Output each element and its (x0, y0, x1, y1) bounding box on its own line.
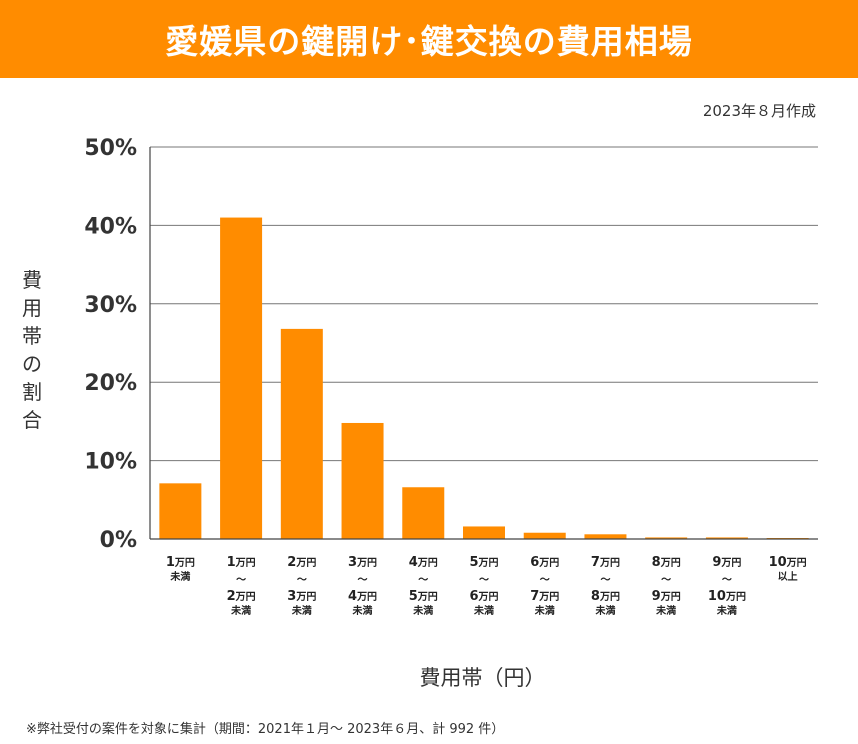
bar (584, 534, 627, 539)
x-tick-separator: ～ (722, 575, 732, 586)
y-axis-title-char: 割 (22, 380, 42, 404)
bar (402, 487, 445, 539)
x-tick-label: 4万円 (409, 555, 438, 570)
x-tick-label: 3万円 (348, 555, 377, 570)
x-tick-suffix: 未満 (473, 604, 494, 617)
x-tick-label: 4万円 (348, 589, 377, 604)
x-tick-separator: ～ (236, 575, 246, 586)
x-tick-suffix: 未満 (534, 604, 555, 617)
x-tick-separator: ～ (540, 575, 550, 586)
x-tick-label: 6万円 (469, 589, 498, 604)
x-tick-separator: ～ (661, 575, 671, 586)
x-tick-separator: ～ (297, 575, 307, 586)
y-axis-title-char: 合 (22, 408, 42, 432)
y-tick-label: 0% (100, 528, 137, 553)
chart-header: 愛媛県の鍵開け･鍵交換の費用相場 (0, 0, 858, 78)
x-tick-suffix: 未満 (169, 570, 190, 583)
bar (523, 532, 566, 539)
bar (280, 328, 323, 539)
bar (159, 483, 202, 539)
y-axis-title-char: 用 (22, 296, 42, 320)
x-tick-suffix: 未満 (655, 604, 676, 617)
bar (341, 422, 384, 539)
y-axis-title: 費用帯の割合 (18, 266, 46, 434)
x-tick-label: 1万円 (166, 555, 195, 570)
y-tick-label: 30% (84, 293, 137, 318)
x-tick-suffix: 以上 (778, 570, 798, 583)
x-tick-label: 10万円 (769, 555, 807, 570)
x-tick-label: 2万円 (227, 589, 256, 604)
x-tick-label: 2万円 (287, 555, 316, 570)
y-axis-title-char: の (22, 352, 42, 376)
y-axis-title-char: 帯 (22, 324, 42, 348)
x-tick-label: 6万円 (530, 555, 559, 570)
x-tick-suffix: 未満 (412, 604, 433, 617)
x-tick-label: 9万円 (712, 555, 741, 570)
bar (705, 537, 748, 539)
x-tick-label: 10万円 (708, 589, 746, 604)
x-tick-label: 9万円 (652, 589, 681, 604)
x-axis-title: 費用帯（円） (419, 666, 546, 690)
x-tick-separator: ～ (418, 575, 428, 586)
x-tick-label: 8万円 (591, 589, 620, 604)
x-tick-separator: ～ (358, 575, 368, 586)
y-tick-label: 40% (84, 214, 137, 239)
x-tick-label: 5万円 (409, 589, 438, 604)
chart-title: 愛媛県の鍵開け･鍵交換の費用相場 (165, 22, 693, 61)
x-tick-label: 7万円 (591, 555, 620, 570)
footnote: ※弊社受付の案件を対象に集計（期間：2021年１月～ 2023年６月、計 992… (26, 722, 505, 737)
x-tick-label: 1万円 (227, 555, 256, 570)
x-tick-separator: ～ (600, 575, 610, 586)
x-tick-label: 3万円 (287, 589, 316, 604)
y-tick-label: 20% (84, 371, 137, 396)
bar (220, 217, 263, 539)
bar (463, 526, 505, 539)
x-tick-suffix: 未満 (230, 604, 251, 617)
creation-date-note: 2023年８月作成 (702, 102, 816, 120)
x-tick-suffix: 未満 (594, 604, 615, 617)
y-tick-label: 10% (84, 450, 137, 475)
y-tick-label: 50% (84, 136, 137, 161)
x-tick-suffix: 未満 (716, 604, 737, 617)
x-tick-separator: ～ (479, 575, 489, 586)
x-tick-label: 5万円 (469, 555, 498, 570)
x-tick-suffix: 未満 (352, 604, 373, 617)
x-tick-label: 7万円 (530, 589, 559, 604)
x-tick-label: 8万円 (652, 555, 681, 570)
x-tick-suffix: 未満 (291, 604, 312, 617)
bar (645, 537, 688, 539)
y-axis-title-char: 費 (22, 268, 42, 292)
